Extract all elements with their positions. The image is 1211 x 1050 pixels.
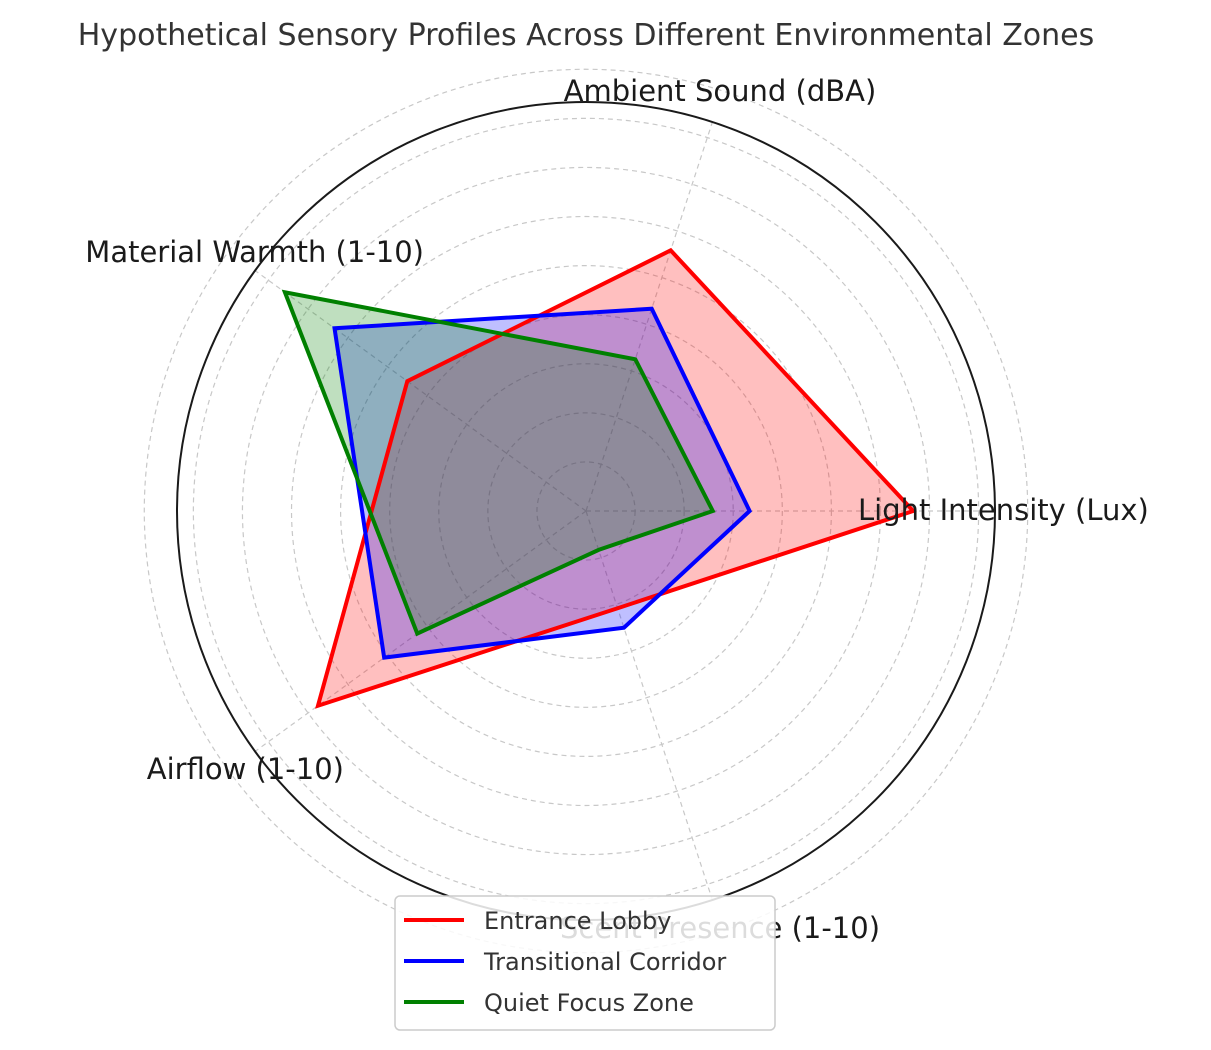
legend-label: Transitional Corridor bbox=[483, 948, 726, 976]
grid-ring bbox=[290, 215, 882, 807]
series-layer bbox=[281, 247, 917, 709]
chart-title: Hypothetical Sensory Profiles Across Dif… bbox=[78, 18, 1095, 53]
series-line bbox=[315, 247, 917, 709]
legend-label: Quiet Focus Zone bbox=[484, 989, 694, 1017]
series-fill bbox=[334, 308, 750, 658]
grid-ring bbox=[487, 412, 685, 610]
series-fill bbox=[317, 250, 914, 706]
axis-label: Airflow (1-10) bbox=[147, 752, 344, 786]
series-line bbox=[332, 306, 753, 660]
series-line bbox=[281, 289, 716, 637]
legend-box bbox=[394, 895, 776, 1031]
series-fill bbox=[284, 292, 713, 634]
axis-label: Ambient Sound (dBA) bbox=[564, 74, 877, 108]
axis-label: Material Warmth (1-10) bbox=[85, 235, 424, 269]
grid-ring bbox=[389, 314, 783, 708]
legend: Entrance Lobby Transitional Corridor Quiet… bbox=[394, 895, 776, 1031]
legend-label: Entrance Lobby bbox=[484, 907, 671, 935]
axis-label: Light Intensity (Lux) bbox=[858, 493, 1149, 527]
